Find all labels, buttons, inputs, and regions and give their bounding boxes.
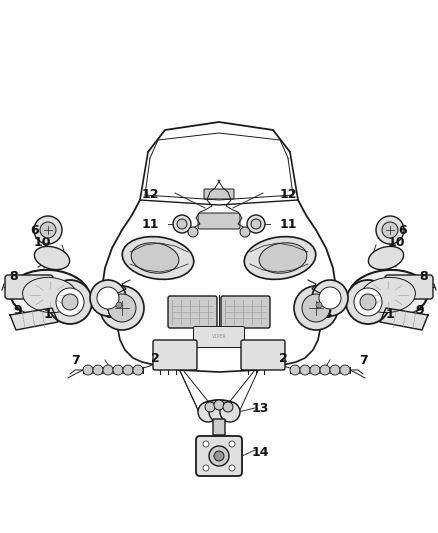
Circle shape <box>133 365 143 375</box>
Circle shape <box>376 216 404 244</box>
FancyBboxPatch shape <box>194 327 244 348</box>
Text: 11: 11 <box>279 219 297 231</box>
Text: 12: 12 <box>279 189 297 201</box>
Circle shape <box>229 465 235 471</box>
Text: 6: 6 <box>399 223 407 237</box>
Ellipse shape <box>244 237 316 279</box>
Text: 6: 6 <box>31 223 39 237</box>
Circle shape <box>294 286 338 330</box>
Text: 7: 7 <box>359 353 367 367</box>
Text: 1: 1 <box>385 309 394 321</box>
Circle shape <box>203 441 209 447</box>
Ellipse shape <box>23 277 78 312</box>
Circle shape <box>203 465 209 471</box>
Text: 9: 9 <box>416 303 424 317</box>
Ellipse shape <box>360 277 415 312</box>
Circle shape <box>116 302 122 308</box>
Ellipse shape <box>34 246 70 270</box>
Text: 13: 13 <box>251 401 268 415</box>
Circle shape <box>316 302 322 308</box>
Ellipse shape <box>173 215 191 233</box>
Circle shape <box>209 402 229 422</box>
Polygon shape <box>10 308 58 330</box>
Text: VIPER: VIPER <box>212 335 226 340</box>
Circle shape <box>62 294 78 310</box>
Circle shape <box>48 280 92 324</box>
Ellipse shape <box>251 219 261 229</box>
FancyBboxPatch shape <box>213 419 225 435</box>
FancyBboxPatch shape <box>153 340 197 370</box>
Circle shape <box>340 365 350 375</box>
FancyBboxPatch shape <box>204 189 234 199</box>
Circle shape <box>205 402 215 412</box>
Circle shape <box>223 402 233 412</box>
Circle shape <box>300 365 310 375</box>
Circle shape <box>93 365 103 375</box>
Circle shape <box>302 294 330 322</box>
Circle shape <box>382 222 398 238</box>
Circle shape <box>214 451 224 461</box>
Ellipse shape <box>348 270 428 320</box>
Circle shape <box>229 441 235 447</box>
Circle shape <box>346 280 390 324</box>
Circle shape <box>312 280 348 316</box>
Circle shape <box>108 294 136 322</box>
Circle shape <box>360 294 376 310</box>
FancyBboxPatch shape <box>168 296 217 328</box>
Text: 2: 2 <box>279 351 287 365</box>
Circle shape <box>319 287 341 309</box>
Circle shape <box>100 286 144 330</box>
Ellipse shape <box>131 243 179 273</box>
Text: 9: 9 <box>14 303 22 317</box>
Circle shape <box>40 222 56 238</box>
Ellipse shape <box>122 237 194 279</box>
Circle shape <box>83 365 93 375</box>
Text: 7: 7 <box>71 353 79 367</box>
FancyBboxPatch shape <box>221 296 270 328</box>
Circle shape <box>214 400 224 410</box>
Circle shape <box>34 216 62 244</box>
FancyBboxPatch shape <box>196 436 242 476</box>
Circle shape <box>188 227 198 237</box>
Circle shape <box>198 402 218 422</box>
Ellipse shape <box>177 219 187 229</box>
FancyBboxPatch shape <box>5 275 53 299</box>
Text: 10: 10 <box>387 237 405 249</box>
FancyBboxPatch shape <box>241 340 285 370</box>
Text: 3: 3 <box>324 309 332 321</box>
Ellipse shape <box>368 246 404 270</box>
Text: 3: 3 <box>106 309 114 321</box>
Circle shape <box>240 227 250 237</box>
FancyBboxPatch shape <box>198 213 240 229</box>
Circle shape <box>56 288 84 316</box>
Text: 10: 10 <box>33 237 51 249</box>
Text: 8: 8 <box>10 271 18 284</box>
Circle shape <box>320 365 330 375</box>
Circle shape <box>330 365 340 375</box>
Text: 1: 1 <box>44 309 53 321</box>
Text: 2: 2 <box>151 351 159 365</box>
Ellipse shape <box>200 400 238 416</box>
Ellipse shape <box>10 270 90 320</box>
Circle shape <box>97 287 119 309</box>
Text: 8: 8 <box>420 271 428 284</box>
Circle shape <box>209 446 229 466</box>
Ellipse shape <box>259 243 307 273</box>
Text: 12: 12 <box>141 189 159 201</box>
FancyBboxPatch shape <box>385 275 433 299</box>
Circle shape <box>113 365 123 375</box>
Polygon shape <box>380 308 428 330</box>
Circle shape <box>90 280 126 316</box>
Circle shape <box>123 365 133 375</box>
Circle shape <box>310 365 320 375</box>
Circle shape <box>103 365 113 375</box>
Circle shape <box>290 365 300 375</box>
Ellipse shape <box>247 215 265 233</box>
Circle shape <box>354 288 382 316</box>
Text: 14: 14 <box>251 446 269 458</box>
Text: 11: 11 <box>141 219 159 231</box>
Circle shape <box>220 402 240 422</box>
